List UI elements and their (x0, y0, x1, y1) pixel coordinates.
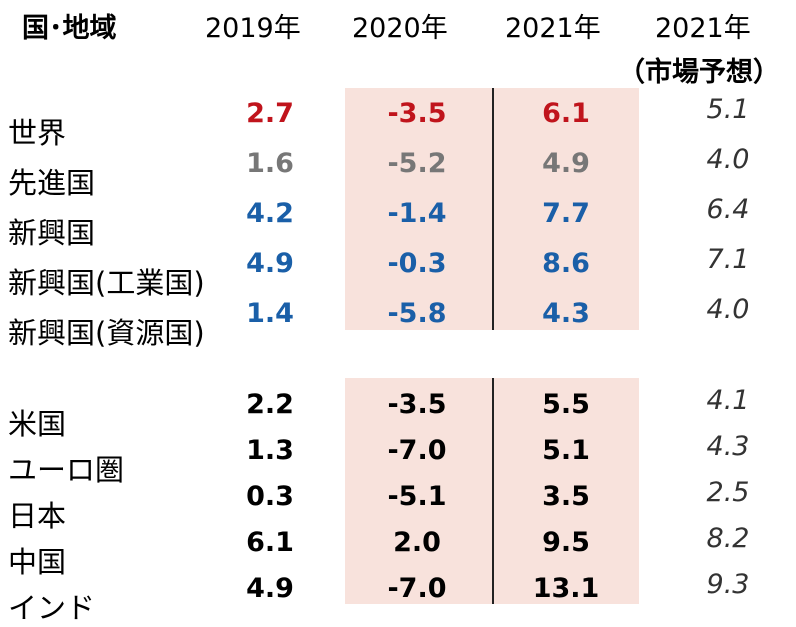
header-region: 国･地域 (22, 13, 117, 44)
cell-y2019: 2.2 (246, 389, 294, 420)
cell-y2020: -5.1 (387, 481, 447, 512)
cell-y2021: 7.7 (542, 198, 590, 229)
cell-y2021: 5.1 (542, 435, 590, 466)
cell-forecast: 4.0 (706, 144, 750, 175)
header-2020: 2020年 (352, 13, 448, 44)
cell-y2019: 2.7 (246, 98, 294, 129)
cell-forecast: 4.3 (706, 431, 750, 462)
cell-y2021: 5.5 (542, 389, 590, 420)
cell-y2020: -0.3 (387, 248, 447, 279)
row-label: 新興国(資源国) (8, 316, 205, 350)
cell-forecast: 5.1 (706, 94, 750, 125)
cell-forecast: 4.1 (706, 385, 750, 416)
cell-forecast: 7.1 (706, 244, 750, 275)
cell-y2021: 4.3 (542, 298, 590, 329)
row-label: インド (8, 591, 96, 625)
cell-y2020: -3.5 (387, 98, 447, 129)
row-label: 日本 (8, 499, 67, 533)
cell-y2019: 6.1 (246, 527, 294, 558)
cell-y2019: 1.3 (246, 435, 294, 466)
header-2021-forecast: 2021年 (655, 13, 751, 44)
row-label: 先進国 (8, 166, 96, 200)
cell-y2021: 8.6 (542, 248, 590, 279)
cell-y2019: 1.6 (246, 148, 294, 179)
cell-y2020: -3.5 (387, 389, 447, 420)
cell-y2019: 1.4 (246, 298, 294, 329)
cell-y2019: 4.9 (246, 248, 294, 279)
row-label: 中国 (8, 545, 67, 579)
cell-y2020: -5.2 (387, 148, 447, 179)
cell-y2021: 6.1 (542, 98, 590, 129)
cell-forecast: 9.3 (706, 569, 750, 600)
cell-y2021: 13.1 (532, 573, 600, 604)
row-label: ユーロ圏 (8, 453, 125, 487)
cell-y2021: 9.5 (542, 527, 590, 558)
cell-y2020: -5.8 (387, 298, 447, 329)
cell-y2020: -7.0 (387, 435, 447, 466)
header-2021: 2021年 (505, 13, 601, 44)
row-label: 新興国 (8, 216, 96, 250)
cell-y2020: -1.4 (387, 198, 447, 229)
cell-y2020: -7.0 (387, 573, 447, 604)
cell-y2019: 0.3 (246, 481, 294, 512)
header-2019: 2019年 (205, 13, 301, 44)
divider-group1 (492, 88, 494, 330)
cell-forecast: 6.4 (706, 194, 750, 225)
cell-y2019: 4.9 (246, 573, 294, 604)
cell-forecast: 8.2 (706, 523, 750, 554)
row-label: 新興国(工業国) (8, 266, 205, 300)
cell-y2020: 2.0 (393, 527, 441, 558)
cell-y2021: 4.9 (542, 148, 590, 179)
divider-group2 (492, 378, 494, 604)
cell-forecast: 4.0 (706, 294, 750, 325)
row-label: 世界 (8, 116, 67, 150)
cell-y2021: 3.5 (542, 481, 590, 512)
cell-forecast: 2.5 (706, 477, 750, 508)
header-forecast-note: （市場予想） (618, 57, 780, 88)
cell-y2019: 4.2 (246, 198, 294, 229)
row-label: 米国 (8, 407, 67, 441)
